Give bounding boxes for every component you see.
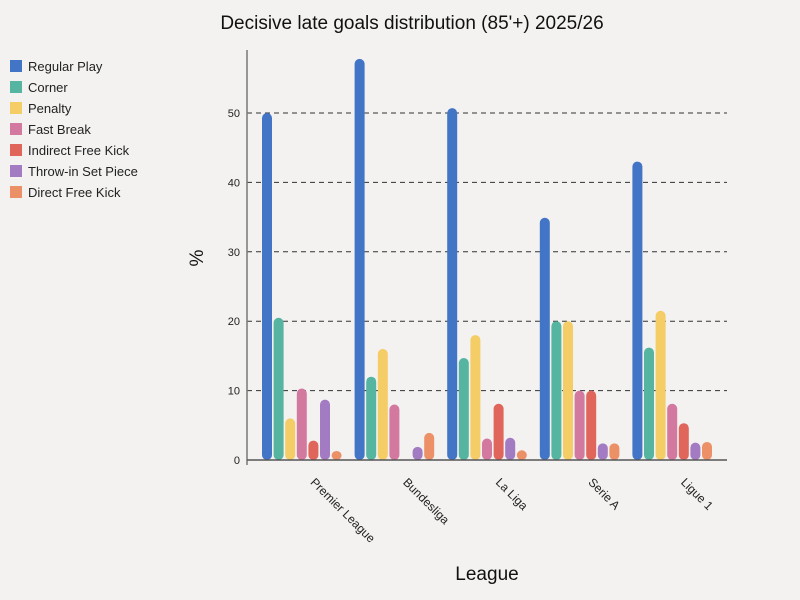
y-tick-label: 20 bbox=[228, 316, 240, 328]
bar-fast-break bbox=[574, 390, 585, 460]
bar-indirect-free-kick bbox=[678, 423, 689, 460]
bar-fast-break bbox=[482, 438, 492, 460]
bar-regular-play bbox=[262, 113, 272, 460]
bar-direct-free-kick bbox=[609, 443, 620, 460]
legend-label: Direct Free Kick bbox=[28, 185, 121, 200]
legend-label: Indirect Free Kick bbox=[28, 143, 130, 158]
legend: Regular Play Corner Penalty Fast Break Indir… bbox=[10, 59, 138, 200]
bar-corner bbox=[551, 321, 562, 460]
bar-corner bbox=[458, 357, 469, 460]
y-ticks: 0 10 20 30 40 50 bbox=[228, 108, 240, 467]
bar-direct-free-kick bbox=[702, 441, 712, 460]
bar-throw-in-set-piece bbox=[320, 399, 330, 460]
y-tick-label: 0 bbox=[234, 455, 240, 467]
y-tick-label: 50 bbox=[228, 108, 240, 120]
bar-regular-play bbox=[632, 161, 643, 460]
bar-indirect-free-kick bbox=[308, 440, 319, 460]
bar-penalty bbox=[285, 418, 296, 460]
legend-label: Throw-in Set Piece bbox=[28, 164, 138, 179]
y-tick-label: 30 bbox=[228, 247, 240, 259]
bar-regular-play bbox=[539, 217, 550, 460]
bar-penalty bbox=[563, 321, 573, 460]
bar-regular-play bbox=[354, 58, 365, 460]
bar-penalty bbox=[377, 348, 388, 460]
bars bbox=[262, 58, 712, 460]
bar-penalty bbox=[655, 310, 666, 460]
y-tick-label: 10 bbox=[228, 386, 240, 398]
legend-swatch bbox=[10, 102, 22, 114]
x-axis-label: League bbox=[455, 564, 518, 585]
bar-throw-in-set-piece bbox=[597, 443, 608, 460]
bar-corner bbox=[644, 347, 654, 460]
x-ticks: Premier League Bundesliga La Liga Serie A Li… bbox=[308, 475, 716, 546]
x-tick-label: Ligue 1 bbox=[678, 475, 716, 513]
bar-indirect-free-kick bbox=[493, 403, 504, 460]
bar-corner bbox=[273, 317, 284, 460]
bar-direct-free-kick bbox=[424, 432, 435, 460]
bar-throw-in-set-piece bbox=[412, 446, 423, 460]
bar-fast-break bbox=[667, 403, 678, 460]
x-tick-label: Bundesliga bbox=[400, 475, 452, 527]
bar-direct-free-kick bbox=[516, 450, 527, 460]
y-axis-label: % bbox=[187, 249, 208, 266]
y-tick-label: 40 bbox=[228, 177, 240, 189]
legend-label: Penalty bbox=[28, 101, 72, 116]
x-tick-label: Serie A bbox=[585, 475, 622, 512]
bar-corner bbox=[366, 376, 377, 460]
legend-swatch bbox=[10, 123, 22, 135]
legend-label: Regular Play bbox=[28, 59, 103, 74]
gridlines bbox=[247, 112, 727, 392]
legend-swatch bbox=[10, 144, 22, 156]
bar-throw-in-set-piece bbox=[505, 437, 516, 460]
bar-direct-free-kick bbox=[331, 450, 342, 460]
legend-swatch bbox=[10, 60, 22, 72]
legend-label: Corner bbox=[28, 80, 68, 95]
x-tick-label: La Liga bbox=[493, 475, 531, 513]
legend-swatch bbox=[10, 186, 22, 198]
bar-indirect-free-kick bbox=[586, 390, 597, 460]
legend-label: Fast Break bbox=[28, 122, 91, 137]
bar-fast-break bbox=[389, 404, 400, 460]
chart-title: Decisive late goals distribution (85'+) … bbox=[220, 13, 603, 34]
bar-fast-break bbox=[296, 388, 307, 460]
bar-throw-in-set-piece bbox=[690, 442, 701, 460]
legend-swatch bbox=[10, 165, 22, 177]
x-tick-label: Premier League bbox=[308, 475, 379, 546]
legend-swatch bbox=[10, 81, 22, 93]
bar-penalty bbox=[470, 335, 481, 460]
bar-regular-play bbox=[447, 108, 458, 460]
